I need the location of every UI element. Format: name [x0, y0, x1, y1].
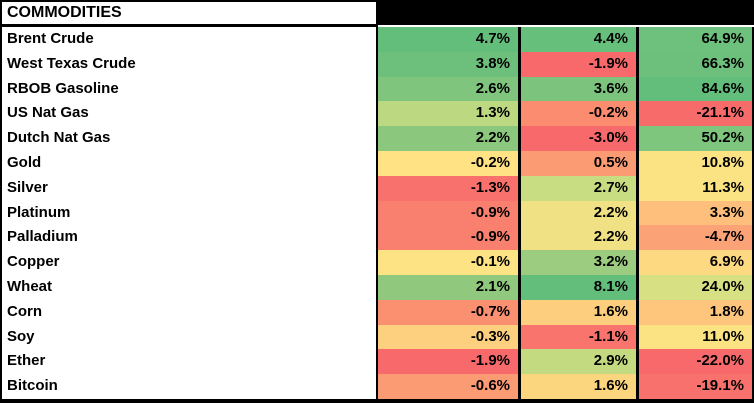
heatmap-cell[interactable]: 3.3% [636, 200, 754, 226]
heatmap-cell[interactable]: 8.1% [518, 274, 636, 300]
heatmap-cell[interactable]: -4.7% [636, 225, 754, 251]
table-body: Brent Crude 4.7% 4.4% 64.9% West Texas Crude… [0, 27, 754, 399]
table-header-row: COMMODITIES [0, 0, 754, 27]
heatmap-cell[interactable]: -19.1% [636, 374, 754, 399]
table-title: COMMODITIES [7, 4, 122, 21]
row-label[interactable]: Ether [0, 349, 378, 375]
heatmap-cell[interactable]: 2.2% [518, 200, 636, 226]
row-label[interactable]: Gold [0, 150, 378, 176]
heatmap-cell[interactable]: 0.5% [518, 150, 636, 176]
row-label[interactable]: Dutch Nat Gas [0, 126, 378, 151]
heatmap-cell[interactable]: -1.3% [378, 175, 518, 201]
heatmap-cell[interactable]: -21.1% [636, 101, 754, 127]
heatmap-cell[interactable]: 4.4% [518, 27, 636, 52]
row-label[interactable]: West Texas Crude [0, 51, 378, 77]
row-label[interactable]: RBOB Gasoline [0, 76, 378, 102]
heatmap-cell[interactable]: -0.6% [378, 374, 518, 399]
row-label[interactable]: US Nat Gas [0, 101, 378, 127]
row-label[interactable]: Platinum [0, 200, 378, 226]
row-label[interactable]: Copper [0, 250, 378, 275]
heatmap-cell[interactable]: 1.3% [378, 101, 518, 127]
heatmap-cell[interactable]: 2.2% [378, 126, 518, 151]
heatmap-cell[interactable]: 1.6% [518, 299, 636, 325]
heatmap-cell[interactable]: 50.2% [636, 126, 754, 151]
heatmap-cell[interactable]: 1.6% [518, 374, 636, 399]
row-label[interactable]: Silver [0, 175, 378, 201]
row-label[interactable]: Wheat [0, 274, 378, 300]
heatmap-cell[interactable]: 6.9% [636, 250, 754, 275]
row-label[interactable]: Soy [0, 324, 378, 350]
heatmap-cell[interactable]: 4.7% [378, 27, 518, 52]
heatmap-cell[interactable]: -1.9% [378, 349, 518, 375]
heatmap-cell[interactable]: -22.0% [636, 349, 754, 375]
heatmap-cell[interactable]: -0.2% [378, 150, 518, 176]
heatmap-cell[interactable]: -3.0% [518, 126, 636, 151]
heatmap-cell[interactable]: -1.1% [518, 324, 636, 350]
heatmap-cell[interactable]: 64.9% [636, 27, 754, 52]
heatmap-cell[interactable]: -0.2% [518, 101, 636, 127]
heatmap-cell[interactable]: 3.8% [378, 51, 518, 77]
heatmap-cell[interactable]: -0.1% [378, 250, 518, 275]
column-headers-blacked-out-bar [378, 0, 754, 27]
heatmap-cell[interactable]: 3.2% [518, 250, 636, 275]
heatmap-cell[interactable]: 2.9% [518, 349, 636, 375]
row-label[interactable]: Bitcoin [0, 374, 378, 399]
heatmap-cell[interactable]: -0.9% [378, 225, 518, 251]
heatmap-cell[interactable]: 2.2% [518, 225, 636, 251]
heatmap-cell[interactable]: 11.0% [636, 324, 754, 350]
row-label[interactable]: Palladium [0, 225, 378, 251]
heatmap-cell[interactable]: -0.3% [378, 324, 518, 350]
heatmap-cell[interactable]: 66.3% [636, 51, 754, 77]
heatmap-cell[interactable]: 24.0% [636, 274, 754, 300]
heatmap-cell[interactable]: -0.7% [378, 299, 518, 325]
heatmap-cell[interactable]: 1.8% [636, 299, 754, 325]
row-label[interactable]: Corn [0, 299, 378, 325]
heatmap-cell[interactable]: 11.3% [636, 175, 754, 201]
heatmap-cell[interactable]: 2.1% [378, 274, 518, 300]
heatmap-cell[interactable]: -1.9% [518, 51, 636, 77]
heatmap-cell[interactable]: 3.6% [518, 76, 636, 102]
heatmap-cell[interactable]: 2.7% [518, 175, 636, 201]
heatmap-cell[interactable]: 2.6% [378, 76, 518, 102]
heatmap-cell[interactable]: 10.8% [636, 150, 754, 176]
heatmap-cell[interactable]: 84.6% [636, 76, 754, 102]
heatmap-cell[interactable]: -0.9% [378, 200, 518, 226]
row-label[interactable]: Brent Crude [0, 27, 378, 52]
table-title-cell[interactable]: COMMODITIES [0, 0, 378, 27]
